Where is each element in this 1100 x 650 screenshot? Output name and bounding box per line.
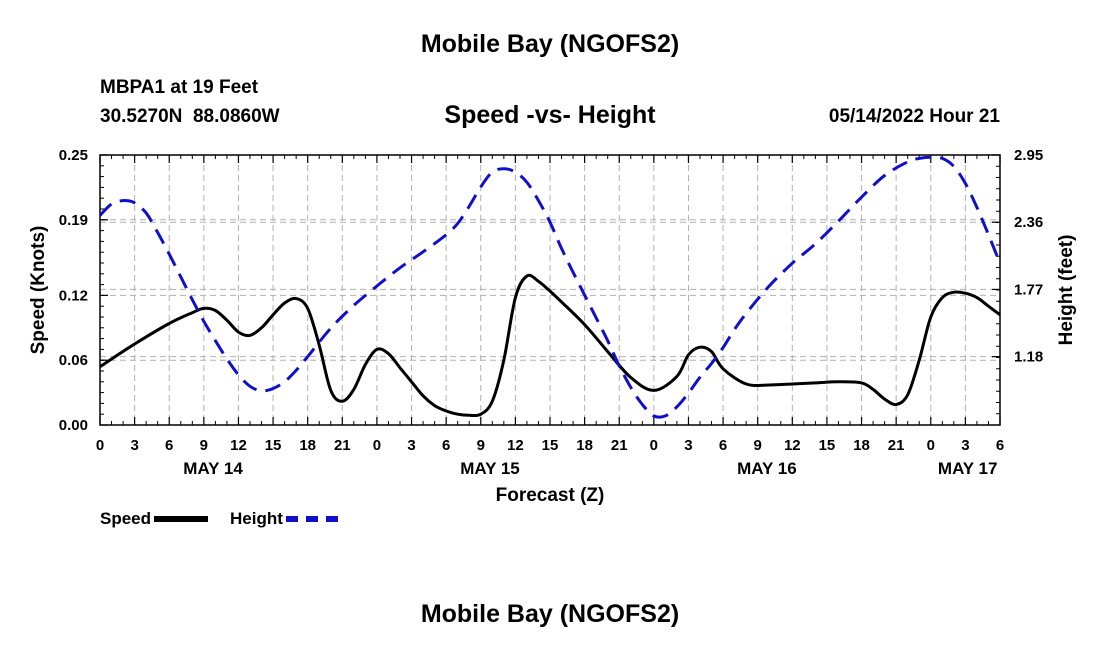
date-label: MAY 17	[938, 459, 998, 478]
chart-title: Speed -vs- Height	[444, 101, 656, 129]
x-tick-label: 6	[165, 437, 173, 454]
speed-series-line	[99, 273, 1001, 418]
y-tick-label: 0.19	[59, 212, 88, 229]
legend-speed-swatch	[154, 516, 209, 522]
axis-labels: 0 3 6 9 12 15 18 21 0 3 6 9 12 15 18 21 0 3 6 9 12 15 18 21 0 3 6M…	[28, 147, 1077, 506]
x-tick-label: 21	[611, 437, 628, 454]
x-tick-label: 15	[265, 437, 282, 454]
x-tick-label: 0	[373, 437, 381, 454]
y-tick-label: 0.00	[59, 417, 88, 434]
x-tick-label: 9	[754, 437, 762, 454]
legend-height-swatch	[285, 516, 338, 522]
x-tick-label: 6	[442, 437, 450, 454]
y2-tick-label: 1.77	[1014, 281, 1043, 298]
y-tick-label: 0.12	[59, 287, 88, 304]
height-series-line	[98, 155, 1002, 419]
x-tick-label: 18	[576, 437, 593, 454]
x-tick-label: 9	[200, 437, 208, 454]
footer-title: Mobile Bay (NGOFS2)	[420, 600, 680, 628]
x-tick-label: 6	[719, 437, 727, 454]
x-tick-label: 12	[784, 437, 801, 454]
x-tick-label: 6	[996, 437, 1004, 454]
y2-axis-title: Height (feet)	[1056, 235, 1077, 346]
date-label: MAY 16	[737, 459, 797, 478]
x-tick-label: 15	[819, 437, 836, 454]
y2-tick-label: 1.18	[1014, 349, 1043, 366]
x-tick-label: 3	[961, 437, 969, 454]
x-tick-label: 18	[299, 437, 316, 454]
legend-speed-label: Speed	[100, 509, 152, 528]
y2-tick-label: 2.36	[1014, 214, 1043, 231]
x-tick-label: 0	[650, 437, 658, 454]
main-title: Mobile Bay (NGOFS2)	[420, 30, 680, 58]
date-label: MAY 15	[460, 459, 520, 478]
legend-height: Height	[230, 509, 338, 529]
x-tick-label: 21	[334, 437, 351, 454]
x-tick-label: 12	[507, 437, 524, 454]
axis-ticks	[99, 154, 1001, 426]
x-tick-label: 15	[542, 437, 559, 454]
y2-tick-label: 2.95	[1014, 147, 1043, 164]
x-tick-label: 21	[888, 437, 905, 454]
station-coords: 30.5270N 88.0860W	[100, 106, 280, 127]
series-lines	[98, 155, 1002, 419]
x-tick-label: 3	[130, 437, 138, 454]
x-tick-label: 0	[96, 437, 104, 454]
forecast-time: 05/14/2022 Hour 21	[828, 106, 1000, 127]
legend-speed: Speed	[100, 509, 209, 529]
x-tick-label: 3	[684, 437, 692, 454]
x-tick-label: 3	[407, 437, 415, 454]
x-tick-label: 18	[853, 437, 870, 454]
grid-lines	[100, 155, 1000, 425]
x-tick-label: 12	[230, 437, 247, 454]
y-axis-title: Speed (Knots)	[28, 226, 49, 355]
legend-height-label: Height	[230, 509, 283, 528]
x-tick-label: 0	[927, 437, 935, 454]
x-axis-title: Forecast (Z)	[496, 485, 605, 506]
station-name: MBPA1 at 19 Feet	[100, 77, 259, 98]
y-tick-label: 0.06	[59, 352, 88, 369]
date-label: MAY 14	[183, 459, 243, 478]
x-tick-label: 9	[477, 437, 485, 454]
y-tick-label: 0.25	[59, 147, 88, 164]
